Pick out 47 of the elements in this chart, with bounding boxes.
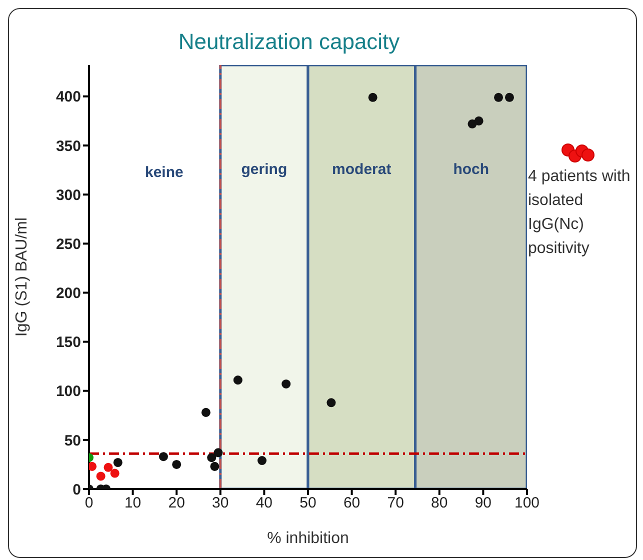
point — [474, 116, 484, 126]
y-tick-label: 400 — [56, 88, 81, 106]
point — [201, 408, 210, 417]
x-tick-label: 80 — [431, 494, 448, 512]
x-axis-title: % inhibition — [267, 530, 349, 547]
point — [96, 472, 106, 481]
point — [326, 398, 336, 408]
y-tick-label: 300 — [56, 186, 81, 204]
point — [233, 376, 242, 385]
point — [110, 468, 120, 478]
point — [89, 462, 97, 471]
chart-title: Neutralization capacity — [177, 29, 401, 55]
point — [104, 462, 113, 472]
point — [504, 92, 514, 102]
band-label: hoch — [453, 161, 490, 178]
y-tick-label: 200 — [56, 285, 81, 302]
x-tick-label: 20 — [168, 494, 185, 512]
x-tick-label: 30 — [212, 494, 229, 512]
x-tick-label: 0 — [84, 494, 94, 512]
band-label: moderat — [332, 161, 392, 178]
y-tick-label: 0 — [72, 481, 81, 498]
legend-label: 4 patients with isolated IgG(Nc) positivity — [528, 167, 632, 259]
x-tick-label: 70 — [387, 494, 404, 512]
point — [158, 452, 168, 462]
x-tick-label: 50 — [300, 494, 316, 512]
annotation: keine — [145, 164, 184, 181]
x-tick-label: 40 — [256, 494, 273, 512]
x-tick-label: 90 — [474, 494, 492, 512]
y-tick-label: 100 — [56, 383, 81, 400]
point — [113, 458, 122, 468]
point — [257, 456, 267, 466]
point — [282, 379, 291, 388]
x-tick-label: 100 — [514, 494, 540, 512]
point — [207, 453, 216, 462]
point — [368, 92, 378, 102]
band-label: gering — [241, 161, 288, 178]
x-tick-label: 10 — [124, 494, 142, 512]
point — [172, 460, 182, 469]
point — [494, 92, 504, 102]
y-tick-label: 150 — [56, 334, 81, 352]
x-tick-label: 60 — [343, 494, 360, 512]
y-tick-label: 50 — [64, 432, 81, 450]
point — [210, 462, 220, 471]
point — [214, 448, 223, 458]
y-axis-title: IgG (S1) BAU/ml — [14, 217, 31, 337]
y-tick-label: 250 — [56, 236, 81, 253]
y-tick-label: 350 — [56, 138, 81, 155]
